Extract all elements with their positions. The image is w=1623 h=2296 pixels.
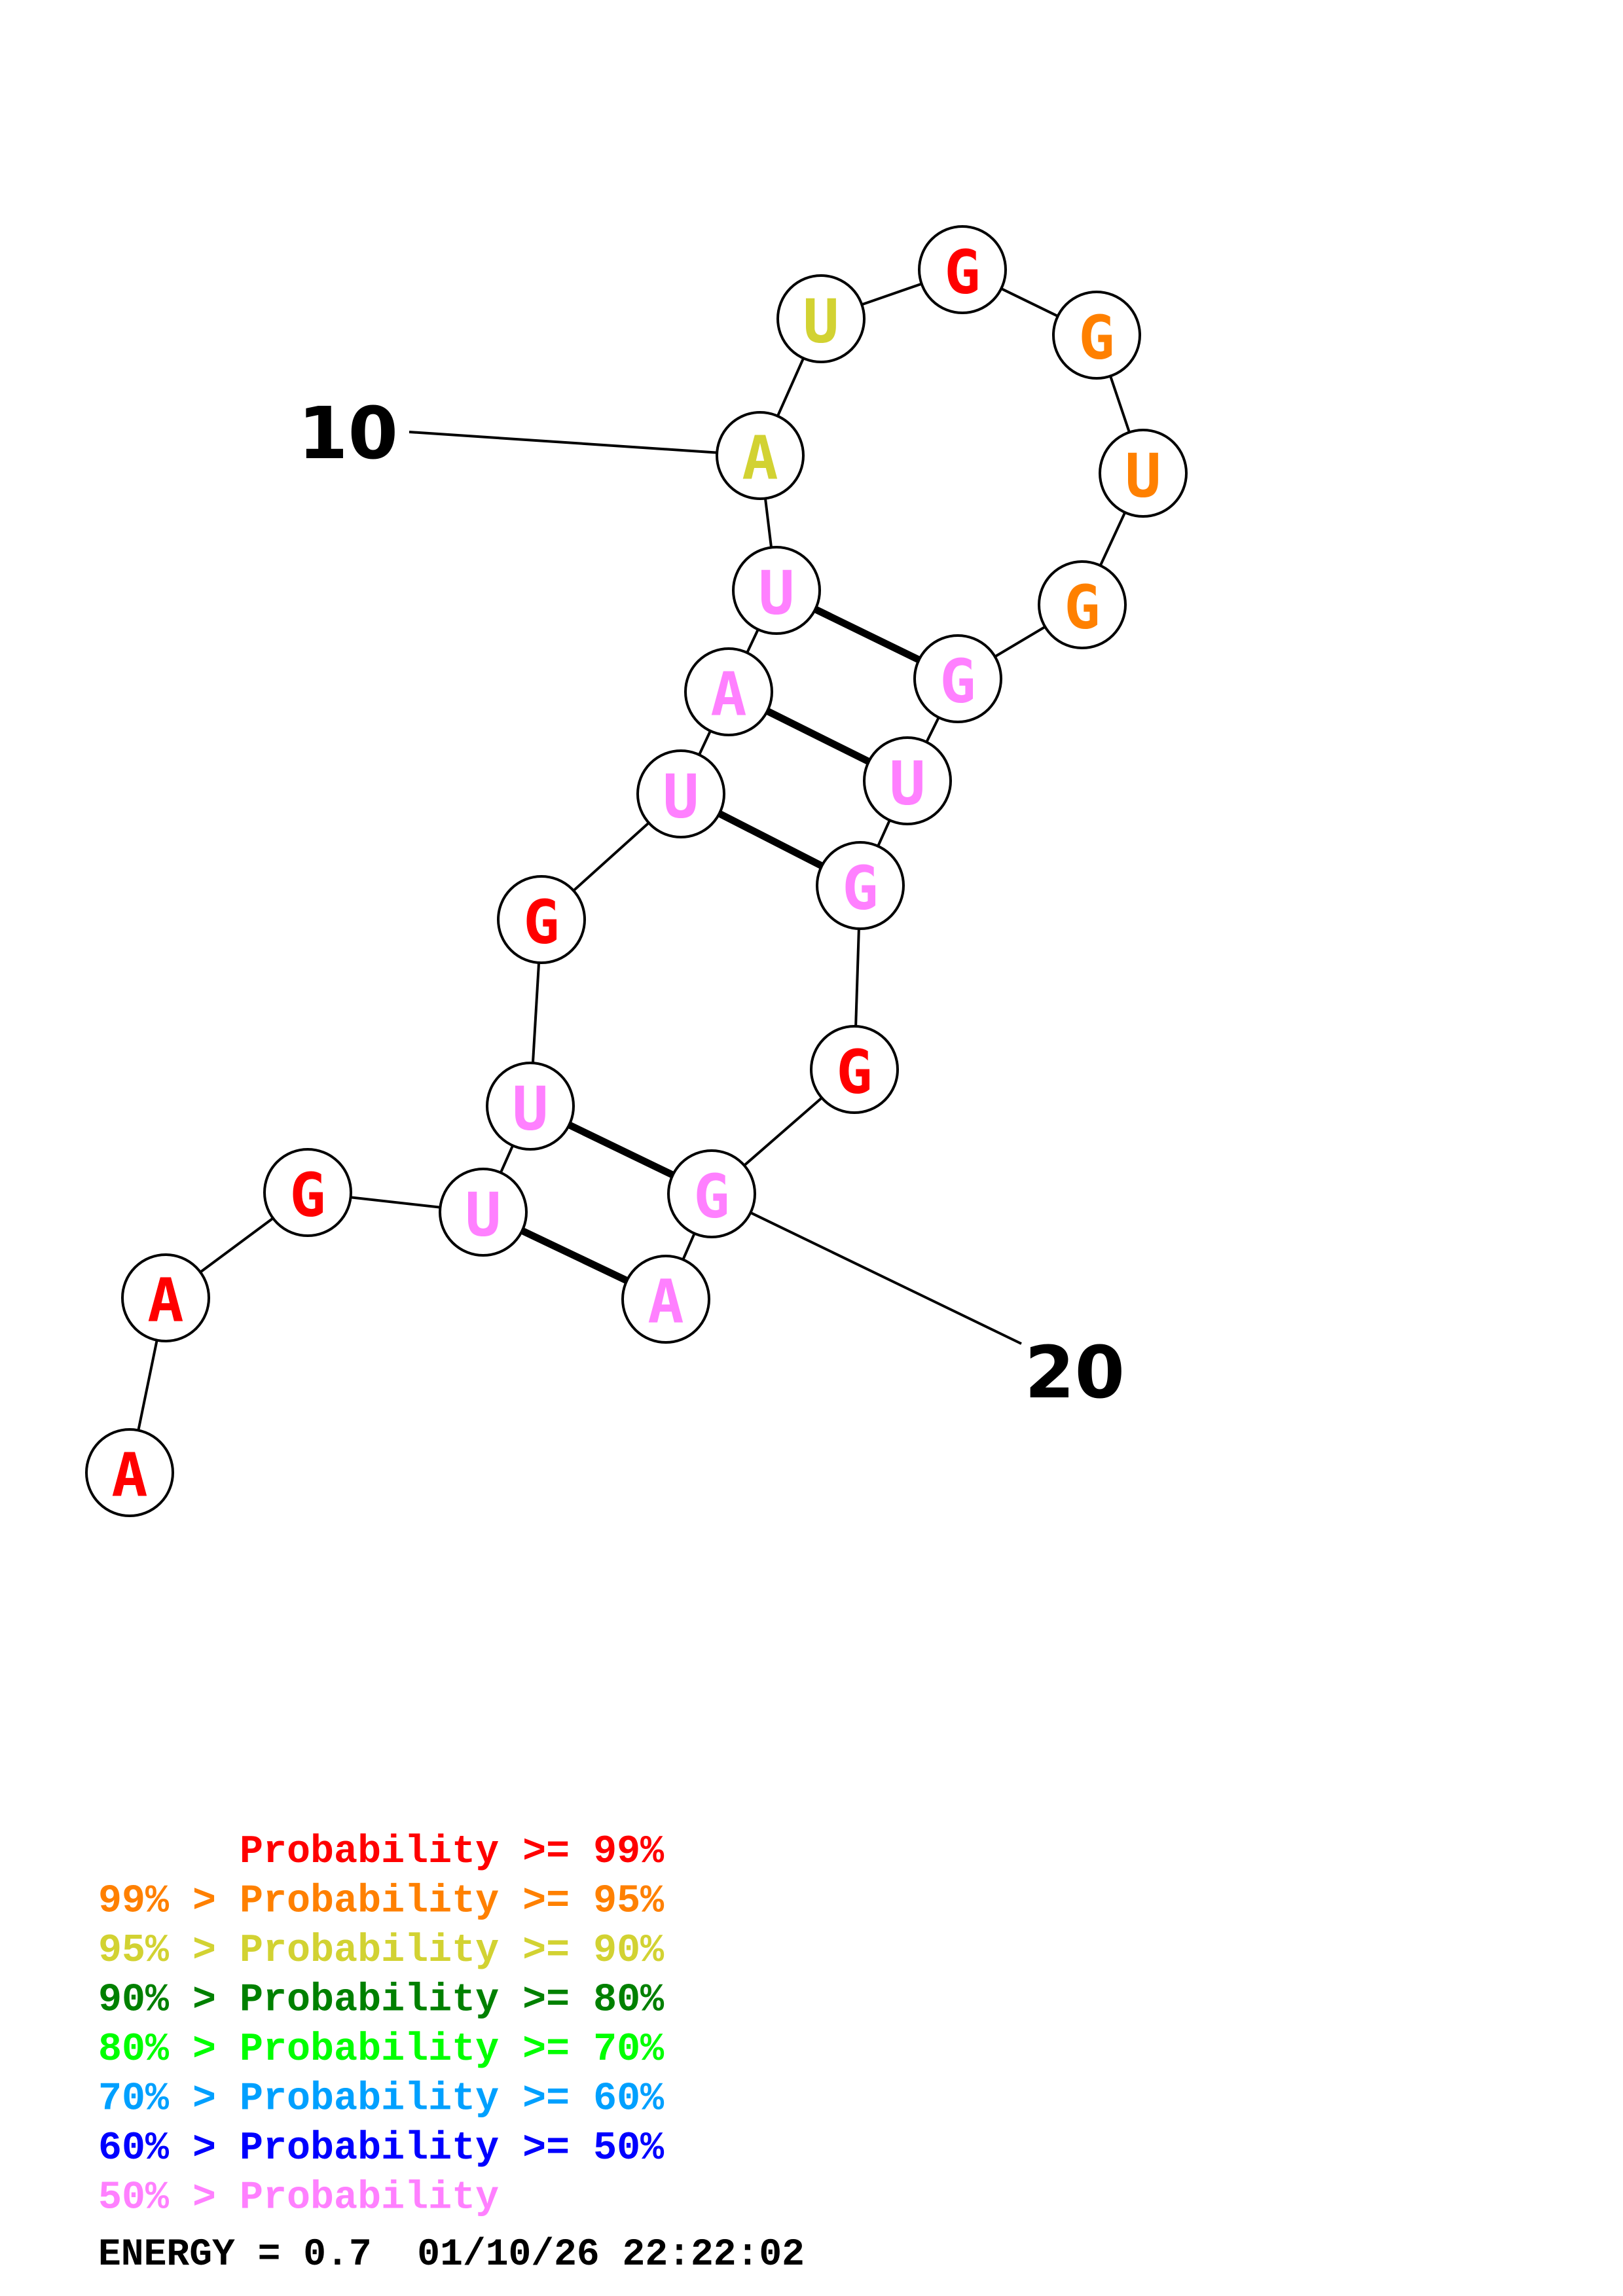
nucleotide-letter: A — [710, 660, 746, 730]
nucleotide-letter: G — [1064, 573, 1100, 643]
nucleotide-letter: G — [1078, 303, 1114, 373]
nucleotide-19: G — [810, 1025, 899, 1114]
legend-entry: 60% > Probability >= 50% — [98, 2126, 665, 2171]
nucleotide-21: A — [621, 1255, 710, 1344]
nucleotide-letter: U — [1125, 441, 1161, 511]
nucleotide-letter: A — [742, 423, 778, 493]
nucleotide-letter: U — [465, 1180, 501, 1250]
nucleotide-letter: U — [803, 287, 839, 357]
nucleotide-4: U — [439, 1168, 528, 1257]
nucleotide-circle — [684, 647, 773, 736]
nucleotide-circle — [1052, 291, 1141, 380]
probability-legend: Probability >= 99% 99% > Probability >= 9… — [98, 1830, 665, 2221]
nucleotide-17: U — [863, 736, 952, 825]
nucleotide-13: G — [1052, 291, 1141, 380]
energy-footer: ENERGY = 0.7 01/10/26 22:22:02 — [98, 2234, 805, 2276]
nucleotide-8: A — [684, 647, 773, 736]
position-labels: 10 20 — [298, 391, 1125, 1414]
nucleotide-circle — [716, 411, 805, 500]
nucleotide-1: A — [85, 1428, 174, 1517]
nucleotide-letter: U — [889, 749, 925, 819]
nucleotide-18: G — [816, 841, 905, 930]
nucleotide-letter: A — [647, 1267, 684, 1337]
nucleotide-circle — [121, 1253, 210, 1342]
nucleotide-circle — [1099, 429, 1188, 518]
nucleotide-circle — [486, 1062, 575, 1151]
position-label-20: 20 — [1025, 1331, 1125, 1414]
nucleotide-letter: U — [663, 762, 699, 832]
nucleotide-7: U — [636, 749, 725, 838]
nucleotide-circle — [1038, 560, 1127, 649]
nucleotide-5: U — [486, 1062, 575, 1151]
nucleotide-circle — [913, 634, 1002, 723]
nucleotide-letter: U — [758, 558, 794, 628]
nucleotide-circle — [621, 1255, 710, 1344]
legend-entry: 90% > Probability >= 80% — [98, 1979, 665, 2023]
nucleotide-circle — [776, 274, 866, 363]
position-label-10: 10 — [298, 391, 398, 475]
nucleotide-letter: G — [939, 647, 976, 717]
nucleotide-letter: G — [836, 1037, 872, 1107]
legend-entry: 50% > Probability — [98, 2176, 499, 2221]
legend-entry: 80% > Probability >= 70% — [98, 2028, 665, 2072]
nucleotide-circle — [439, 1168, 528, 1257]
nucleotide-letter: U — [512, 1074, 548, 1144]
nucleotide-letter: A — [147, 1266, 183, 1336]
nucleotide-11: U — [776, 274, 866, 363]
nucleotide-letter: G — [289, 1160, 325, 1230]
nucleotide-10: A — [716, 411, 805, 500]
nucleotide-20: G — [667, 1149, 756, 1238]
position-label-leader — [711, 1193, 1022, 1345]
nucleotide-circle — [636, 749, 725, 838]
nucleotide-15: G — [1038, 560, 1127, 649]
nucleotide-circle — [863, 736, 952, 825]
nucleotide-letter: G — [693, 1162, 729, 1232]
legend-entry: 70% > Probability >= 60% — [98, 2077, 665, 2122]
nucleotide-9: U — [732, 546, 821, 635]
nucleotide-letter: G — [842, 853, 878, 924]
nucleotide-6: G — [497, 875, 586, 964]
nucleotide-2: A — [121, 1253, 210, 1342]
nucleotide-circle — [85, 1428, 174, 1517]
position-label-leader — [409, 431, 761, 457]
nucleotide-3: G — [263, 1148, 352, 1237]
nucleotide-circle — [497, 875, 586, 964]
nucleotide-circle — [918, 225, 1007, 314]
legend-entry: Probability >= 99% — [98, 1830, 665, 1874]
nucleotide-circle — [816, 841, 905, 930]
nucleotide-circle — [810, 1025, 899, 1114]
nucleotide-circle — [263, 1148, 352, 1237]
legend-entry: 99% > Probability >= 95% — [98, 1880, 665, 1924]
nucleotide-letter: A — [111, 1441, 147, 1511]
nucleotide-circle — [732, 546, 821, 635]
nucleotide-circle — [667, 1149, 756, 1238]
nucleotide-letter: G — [944, 238, 980, 308]
nucleotide-letter: G — [523, 888, 559, 958]
nucleotide-12: G — [918, 225, 1007, 314]
nucleotide-14: U — [1099, 429, 1188, 518]
legend-entry: 95% > Probability >= 90% — [98, 1929, 665, 1973]
nucleotide-16: G — [913, 634, 1002, 723]
